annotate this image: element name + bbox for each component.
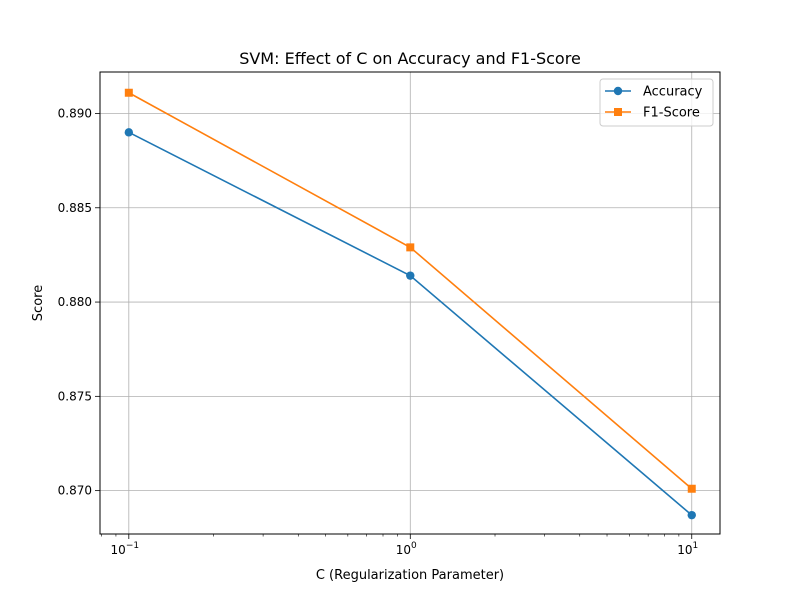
legend-marker-circle (613, 86, 623, 96)
chart-title: SVM: Effect of C on Accuracy and F1-Scor… (239, 49, 581, 68)
series-layer (124, 88, 696, 520)
x-axis-label: C (Regularization Parameter) (316, 568, 504, 583)
f1-score-point (687, 484, 696, 493)
legend-items: Accuracy F1-Score (605, 85, 703, 121)
y-tick-label: 0.890 (58, 106, 92, 120)
x-tick-exponent: 0 (411, 541, 417, 551)
f1-score-point (124, 88, 133, 97)
x-tick-base: 10 (677, 543, 692, 557)
legend-label: F1-Score (643, 106, 700, 121)
y-tick-label: 0.875 (58, 389, 92, 403)
legend-label: Accuracy (643, 85, 703, 100)
x-tick-label: 10−1 (111, 541, 140, 557)
y-tick-label: 0.885 (58, 201, 92, 215)
x-tick-base: 10 (396, 543, 411, 557)
y-tick-label: 0.880 (58, 295, 92, 309)
x-tick-exponent: −1 (126, 541, 139, 551)
x-tick-exponent: 1 (693, 541, 699, 551)
y-tick-label: 0.870 (58, 484, 92, 498)
f1-score-point (406, 243, 415, 252)
y-axis-label: Score (31, 285, 46, 321)
x-tick-label: 101 (677, 541, 698, 557)
legend-marker-square (614, 108, 622, 116)
legend: Accuracy F1-Score (599, 78, 714, 127)
x-tick-label: 100 (396, 541, 417, 557)
x-tick-base: 10 (111, 543, 126, 557)
accuracy-point (406, 271, 415, 280)
accuracy-point (124, 128, 134, 137)
accuracy-point (687, 510, 696, 520)
grid (100, 72, 720, 534)
